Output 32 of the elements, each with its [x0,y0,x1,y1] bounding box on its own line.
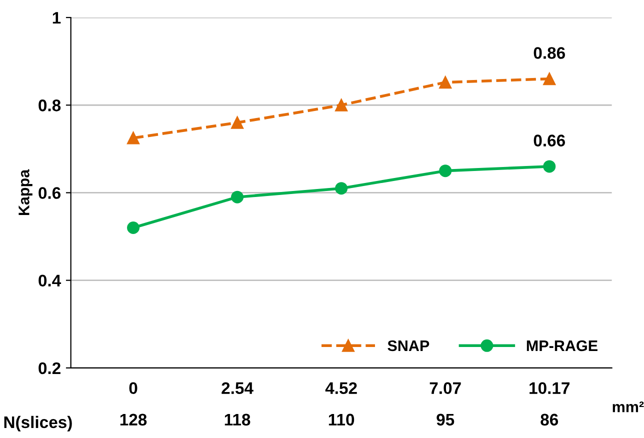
point [439,76,452,89]
y-tick-label: 0.8 [38,100,61,112]
point [543,160,556,173]
text: 128 [120,414,147,426]
x-tick-label: 0 [129,382,138,394]
y-tick-label: 0.2 [38,362,60,374]
y-tick-label: 0.6 [38,187,61,199]
x-tick-label: 10.17 [530,382,570,394]
x-tick-label: 4.52 [325,382,357,394]
point [127,222,140,234]
text: 86 [540,414,558,426]
point [439,164,452,178]
text: 95 [436,414,454,426]
text: 110 [328,414,354,426]
point [231,116,244,129]
legend-label: SNAP [388,340,430,352]
point [335,182,348,195]
x-axis-title: mm² [612,402,644,412]
text: 118 [224,414,250,426]
data-label: 0.66 [534,134,565,146]
point [543,72,556,86]
data-label: 0.86 [534,47,565,59]
text: N(slices) [4,416,72,432]
x-tick-label: 2.54 [222,382,254,394]
y-tick-label: 0.4 [38,274,62,287]
point [231,190,244,204]
y-axis-title: Kappa [18,169,32,216]
x-tick-label: 7.07 [430,382,461,394]
point [127,132,140,144]
point [335,98,348,112]
legend-label: MP-RAGE [526,340,598,352]
y-tick-label: 1 [52,12,61,24]
